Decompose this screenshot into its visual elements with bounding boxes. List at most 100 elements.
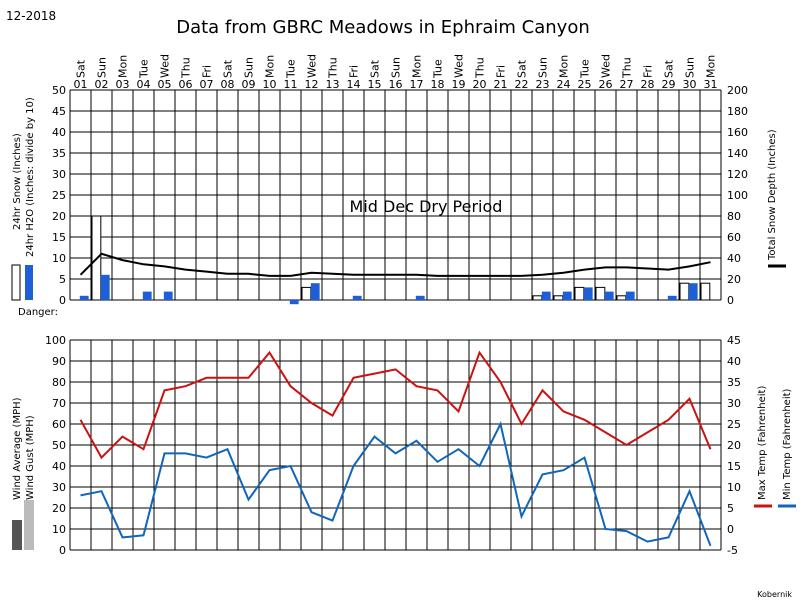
weekday-label: Sun <box>96 57 109 78</box>
depth-tick-label: 180 <box>727 105 748 118</box>
danger-label: Danger: <box>18 307 58 318</box>
weekday-label: Mon <box>705 55 718 78</box>
snow-tick-label: 0 <box>59 294 66 307</box>
snow-tick-label: 50 <box>52 84 66 97</box>
date-label: 22 <box>515 78 529 91</box>
temp-tick-label: 40 <box>727 355 741 368</box>
snow-panel-grid <box>69 89 722 301</box>
temp-tick-label: 30 <box>727 397 741 410</box>
temp-tick-label: 20 <box>727 439 741 452</box>
weekday-label: Sat <box>369 59 382 78</box>
date-label: 30 <box>683 78 697 91</box>
snow-bar <box>553 295 564 301</box>
h2o-bar <box>415 295 425 300</box>
snow-legend-swatch <box>11 264 21 301</box>
depth-tick-label: 40 <box>727 252 741 265</box>
snow-left-axis-ticks: 0 5 10 15 20 25 30 35 40 45 50 <box>52 84 66 307</box>
temp-tick-label: 25 <box>727 418 741 431</box>
min-temp-axis-title: Min Temp (Fahrenheit) <box>782 388 793 500</box>
snow-tick-label: 20 <box>52 210 66 223</box>
temp-right-axis-ticks: -5 0 5 10 15 20 25 30 35 40 45 <box>727 334 741 557</box>
snow-tick-label: 15 <box>52 231 66 244</box>
date-label: 10 <box>263 78 277 91</box>
snow-axis-title: 24hr Snow (Inches) <box>12 133 23 230</box>
h2o-bar <box>667 295 677 300</box>
date-label: 25 <box>578 78 592 91</box>
h2o-bar <box>310 283 320 300</box>
wind-tick-label: 40 <box>52 460 66 473</box>
date-label: 13 <box>326 78 340 91</box>
weekday-label: Wed <box>600 54 613 78</box>
weekday-label: Mon <box>117 55 130 78</box>
weekday-label: Fri <box>348 65 361 78</box>
snow-tick-label: 45 <box>52 105 66 118</box>
temp-tick-label: 15 <box>727 460 741 473</box>
snow-bar <box>595 286 606 301</box>
snow-tick-label: 25 <box>52 189 66 202</box>
weekday-label: Thu <box>474 57 487 79</box>
h2o-bar <box>541 291 551 300</box>
snow-bar <box>679 282 690 301</box>
weekday-label: Wed <box>306 54 319 78</box>
depth-tick-label: 140 <box>727 147 748 160</box>
date-label: 20 <box>473 78 487 91</box>
author-credit: Kobernik <box>757 590 792 599</box>
snow-depth-line <box>79 252 711 277</box>
snow-bar <box>700 282 711 301</box>
date-label: 02 <box>95 78 109 91</box>
weekday-label: Tue <box>285 59 298 79</box>
depth-tick-label: 160 <box>727 126 748 139</box>
weekday-label: Sun <box>390 57 403 78</box>
wind-left-axis-ticks: 0 10 20 30 40 50 60 70 80 90 100 <box>45 334 66 557</box>
h2o-legend-swatch <box>25 265 33 300</box>
day-labels: Sat01Sun02Mon03Tue04Wed05Thu06Fri07Sat08… <box>74 54 718 91</box>
snow-tick-label: 35 <box>52 147 66 160</box>
snow-tick-label: 40 <box>52 126 66 139</box>
date-label: 24 <box>557 78 571 91</box>
weekday-label: Mon <box>558 55 571 78</box>
wind-tick-label: 0 <box>59 544 66 557</box>
depth-right-axis-ticks: 0 20 40 60 80 100 120 140 160 180 200 <box>727 84 748 307</box>
date-label: 26 <box>599 78 613 91</box>
wind-tick-label: 100 <box>45 334 66 347</box>
depth-tick-label: 20 <box>727 273 741 286</box>
weekday-label: Sun <box>537 57 550 78</box>
max-temp-axis-title: Max Temp (Fahrenheit) <box>757 386 768 500</box>
depth-tick-label: 60 <box>727 231 741 244</box>
date-label: 15 <box>368 78 382 91</box>
h2o-axis-title: 24hr H2O (Inches: divide by 10) <box>25 97 36 257</box>
max-temp-line <box>79 350 712 460</box>
h2o-bar <box>163 291 173 300</box>
depth-tick-label: 0 <box>727 294 734 307</box>
wind-gust-legend-swatch <box>24 500 34 550</box>
weekday-label: Thu <box>327 57 340 79</box>
weekday-label: Sat <box>222 59 235 78</box>
weekday-label: Sat <box>75 59 88 78</box>
date-label: 14 <box>347 78 361 91</box>
date-label: 07 <box>200 78 214 91</box>
wind-avg-axis-title: Wind Average (MPH) <box>12 397 23 500</box>
h2o-bar <box>583 287 593 300</box>
depth-axis-title: Total Snow Depth (Inches) <box>767 129 778 261</box>
h2o-bar <box>604 291 614 300</box>
snow-tick-label: 30 <box>52 168 66 181</box>
temp-tick-label: 35 <box>727 376 741 389</box>
chart-title: Data from GBRC Meadows in Ephraim Canyon <box>176 17 590 38</box>
wind-avg-legend-swatch <box>12 520 22 550</box>
date-label: 19 <box>452 78 466 91</box>
weekday-label: Wed <box>453 54 466 78</box>
wind-tick-label: 80 <box>52 376 66 389</box>
h2o-bar <box>352 295 362 300</box>
wind-tick-label: 10 <box>52 523 66 536</box>
date-label: 21 <box>494 78 508 91</box>
h2o-bar <box>688 283 698 300</box>
weekday-label: Fri <box>201 65 214 78</box>
date-label: 31 <box>704 78 718 91</box>
depth-tick-label: 200 <box>727 84 748 97</box>
date-label: 18 <box>431 78 445 91</box>
depth-tick-label: 100 <box>727 189 748 202</box>
dry-period-annotation: Mid Dec Dry Period <box>350 197 503 216</box>
h2o-bar <box>625 291 635 300</box>
weekday-label: Thu <box>621 57 634 79</box>
